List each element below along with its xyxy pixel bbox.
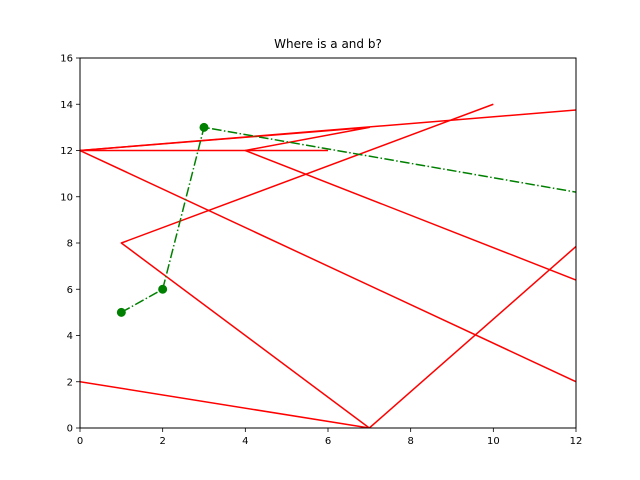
- plot-frame: [79, 57, 577, 429]
- y-tick-label: 16: [60, 54, 73, 65]
- series-line-1: [80, 381, 370, 428]
- x-tick-label: 12: [570, 436, 583, 447]
- series-line-0: [120, 103, 576, 428]
- y-tick-label: 2: [67, 377, 73, 388]
- x-tick-label: 2: [159, 436, 165, 447]
- x-tick-label: 4: [242, 436, 248, 447]
- series-line-4: [80, 109, 576, 152]
- x-tick-label: 8: [407, 436, 413, 447]
- y-tick-label: 4: [67, 331, 73, 342]
- y-tick-label: 0: [67, 424, 73, 435]
- y-tick-label: 14: [60, 100, 73, 111]
- series-line-5: [120, 126, 576, 314]
- series-layer: [80, 103, 576, 428]
- x-tick-label: 10: [487, 436, 500, 447]
- chart-title: Where is a and b?: [274, 37, 382, 51]
- x-tick-label: 6: [325, 436, 331, 447]
- axis-layer: 0 2 4 6 8 10 12 0 2 4 6 8 10 12 14 16: [60, 54, 582, 448]
- y-tick-label: 6: [67, 285, 73, 296]
- data-point: [116, 307, 126, 317]
- y-tick-label: 10: [60, 192, 73, 203]
- data-point: [158, 284, 168, 294]
- x-tick-label: 0: [77, 436, 83, 447]
- y-tick-label: 8: [67, 239, 73, 250]
- y-tick-label: 12: [60, 146, 73, 157]
- data-point: [199, 122, 209, 132]
